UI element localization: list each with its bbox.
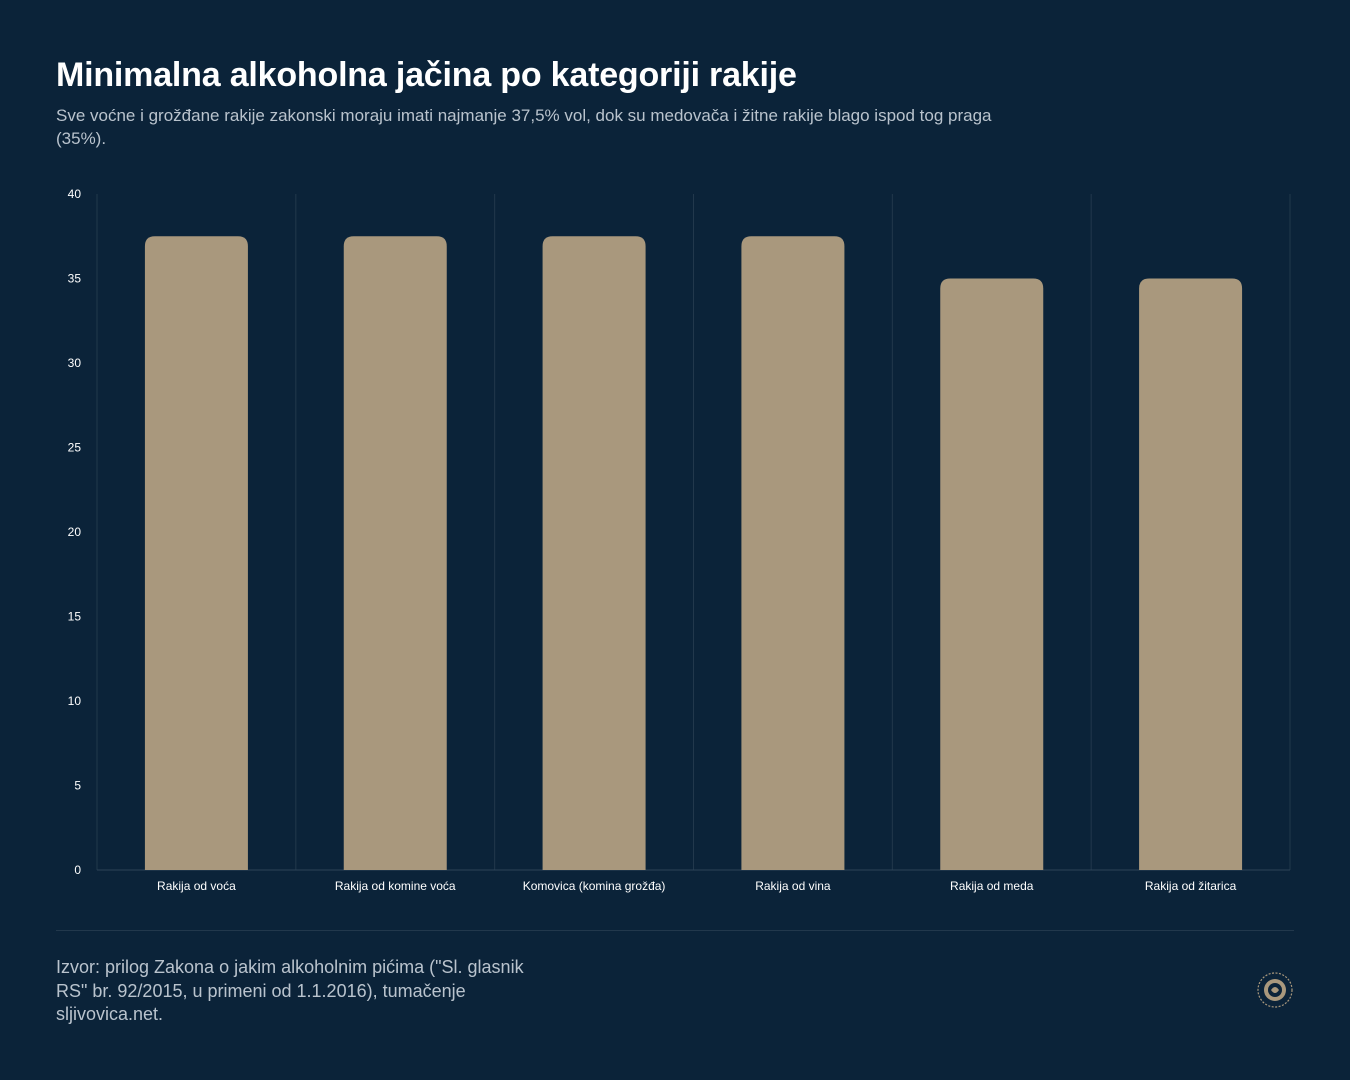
bar <box>741 236 845 870</box>
y-tick-label: 30 <box>68 356 82 370</box>
bar-chart: 0 5 10 15 20 25 30 35 40 Rakija od voća Rakija od … <box>68 187 1291 893</box>
x-tick-label: Rakija od meda <box>950 879 1034 893</box>
source-note: Izvor: prilog Zakona o jakim alkoholnim … <box>56 957 524 1024</box>
x-tick-label: Rakija od komine voća <box>335 879 456 893</box>
bar <box>1139 278 1243 870</box>
y-tick-label: 25 <box>68 441 82 455</box>
chart-subtitle: Sve voćne i grožđane rakije zakonski mor… <box>56 106 992 148</box>
brand-seal-logo <box>1257 972 1293 1008</box>
y-tick-label: 40 <box>68 187 82 201</box>
bar <box>542 236 646 870</box>
bar <box>940 278 1044 870</box>
x-tick-label: Rakija od žitarica <box>1145 879 1237 893</box>
x-tick-label: Rakija od vina <box>755 879 831 893</box>
y-tick-label: 0 <box>74 863 81 877</box>
chart-title: Minimalna alkoholna jačina po kategoriji… <box>56 56 797 94</box>
x-tick-label: Rakija od voća <box>157 879 236 893</box>
y-tick-label: 35 <box>68 272 82 286</box>
x-tick-label: Komovica (komina grožđa) <box>523 879 666 893</box>
y-tick-label: 10 <box>68 694 82 708</box>
y-tick-label: 5 <box>74 779 81 793</box>
bar <box>343 236 447 870</box>
footer-divider <box>56 930 1294 931</box>
y-tick-label: 15 <box>68 610 82 624</box>
y-tick-label: 20 <box>68 525 82 539</box>
bar <box>144 236 248 870</box>
